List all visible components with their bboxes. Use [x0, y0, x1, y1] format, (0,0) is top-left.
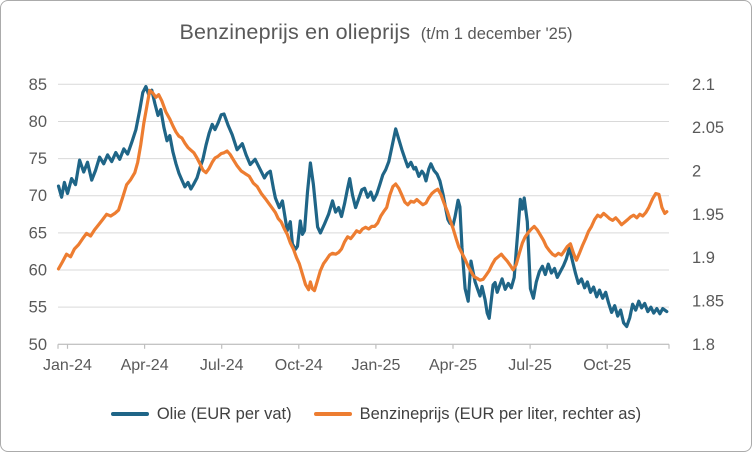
- right-axis-tick-label: 1.95: [692, 206, 724, 224]
- olie-legend-label: Olie (EUR per vat): [156, 404, 292, 423]
- left-axis-tick-label: 60: [29, 262, 47, 280]
- olie-series-line: [56, 84, 669, 329]
- x-axis-tick-label: Jul-24: [200, 357, 244, 374]
- gridlines: [58, 83, 669, 345]
- right-axis-tick-label: 2.1: [692, 76, 715, 94]
- x-axis-tick-label: Oct-24: [275, 357, 323, 374]
- left-axis-tick-label: 70: [29, 187, 47, 205]
- left-axis-tick-label: 65: [29, 224, 47, 242]
- x-axis-labels: Jan-24 Apr-24 Jul-24 Oct-24 Jan-25 Apr-25 Jul-…: [43, 357, 631, 374]
- legend-item-benzineprijs: Benzineprijs (EUR per liter, rechter as): [313, 404, 642, 424]
- x-axis-tick-label: Apr-24: [121, 357, 169, 374]
- left-axis-labels: 85 80 75 70 65 60 55 50: [29, 76, 47, 354]
- x-axis-tick-label: Jan-24: [43, 357, 92, 374]
- chart-legend: Olie (EUR per vat) Benzineprijs (EUR per…: [1, 400, 751, 428]
- right-axis-tick-label: 2: [692, 162, 701, 180]
- right-axis-labels: 2.1 2.05 2 1.95 1.9 1.85 1.8: [692, 76, 724, 354]
- benzineprijs-series-line: [56, 88, 669, 293]
- x-axis-tick-label: Apr-25: [429, 357, 477, 374]
- right-axis-tick-label: 1.85: [692, 292, 724, 310]
- olie-line-swatch: [110, 411, 149, 417]
- left-axis-tick-label: 85: [29, 76, 47, 94]
- chart-title-suffix: (t/m 1 december '25): [420, 25, 573, 43]
- chart-title-main: Benzineprijs en olieprijs: [179, 20, 411, 44]
- legend-item-olie: Olie (EUR per vat): [110, 404, 292, 424]
- x-axis-tick-label: Jan-25: [351, 357, 400, 374]
- left-axis-tick-label: 55: [29, 299, 47, 317]
- chart-title: Benzineprijs en olieprijs (t/m 1 decembe…: [1, 20, 751, 45]
- right-axis-tick-label: 1.8: [692, 336, 715, 354]
- left-axis-tick-label: 75: [29, 150, 47, 168]
- benzineprijs-legend-label: Benzineprijs (EUR per liter, rechter as): [359, 404, 642, 423]
- right-axis-tick-label: 1.9: [692, 249, 715, 267]
- x-axis: [57, 343, 670, 349]
- left-axis-tick-label: 50: [29, 336, 47, 354]
- left-axis-tick-label: 80: [29, 113, 47, 131]
- right-axis-tick-label: 2.05: [692, 119, 724, 137]
- x-axis-tick-label: Oct-25: [583, 357, 631, 374]
- benzineprijs-line-swatch: [313, 411, 352, 417]
- x-axis-tick-label: Jul-25: [508, 357, 552, 374]
